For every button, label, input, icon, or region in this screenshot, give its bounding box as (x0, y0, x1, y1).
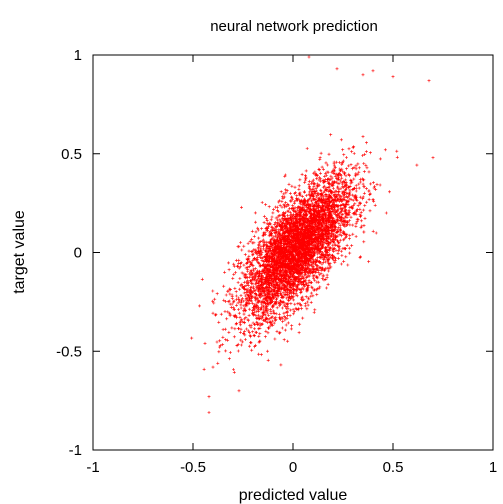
x-tick-label: 0.5 (383, 459, 404, 476)
scatter-points (190, 55, 435, 414)
x-axis-ticks: -1 -0.5 0 0.5 1 (86, 55, 497, 476)
x-axis-label: predicted value (239, 487, 348, 504)
y-axis-ticks: -1 -0.5 0 0.5 1 (56, 47, 493, 459)
y-tick-label: -1 (69, 442, 82, 459)
x-tick-label: -0.5 (180, 459, 206, 476)
y-tick-label: -0.5 (56, 343, 82, 360)
x-tick-label: -1 (86, 459, 99, 476)
chart-title: neural network prediction (210, 18, 378, 35)
y-tick-label: 0 (74, 245, 82, 262)
x-tick-label: 0 (289, 459, 297, 476)
y-tick-label: 0.5 (61, 146, 82, 163)
x-tick-label: 1 (489, 459, 497, 476)
y-axis-label: target value (11, 210, 28, 294)
y-tick-label: 1 (74, 47, 82, 64)
data-points-plus-markers (190, 55, 435, 414)
